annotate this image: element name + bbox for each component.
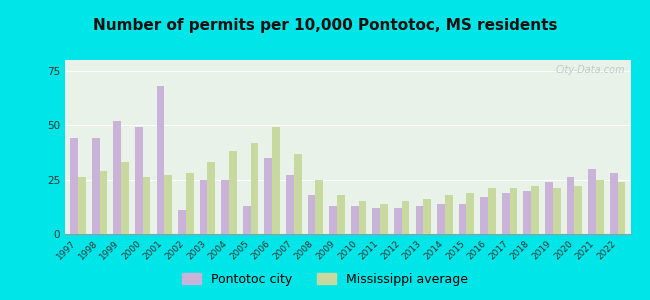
Bar — [99, 171, 107, 234]
Bar — [415, 206, 423, 234]
Bar — [588, 169, 596, 234]
Bar — [307, 195, 315, 234]
Legend: Pontotoc city, Mississippi average: Pontotoc city, Mississippi average — [177, 268, 473, 291]
Bar — [337, 195, 344, 234]
Text: City-Data.com: City-Data.com — [555, 65, 625, 75]
Bar — [157, 86, 164, 234]
Bar — [294, 154, 302, 234]
Bar — [402, 201, 410, 234]
Bar — [445, 195, 452, 234]
Bar — [229, 152, 237, 234]
Bar — [315, 180, 323, 234]
Bar — [502, 193, 510, 234]
Bar — [372, 208, 380, 234]
Bar — [70, 138, 78, 234]
Bar — [243, 206, 251, 234]
Bar — [380, 203, 388, 234]
Bar — [351, 206, 359, 234]
Bar — [113, 121, 121, 234]
Bar — [135, 128, 143, 234]
Bar — [459, 203, 467, 234]
Bar — [437, 203, 445, 234]
Bar — [186, 173, 194, 234]
Bar — [596, 180, 604, 234]
Bar — [394, 208, 402, 234]
Bar — [286, 175, 294, 234]
Bar — [272, 128, 280, 234]
Bar — [200, 180, 207, 234]
Bar — [92, 138, 99, 234]
Bar — [164, 175, 172, 234]
Bar — [251, 143, 259, 234]
Bar — [329, 206, 337, 234]
Bar — [359, 201, 367, 234]
Bar — [265, 158, 272, 234]
Bar — [531, 186, 539, 234]
Bar — [552, 188, 560, 234]
Bar — [610, 173, 617, 234]
Bar — [510, 188, 517, 234]
Bar — [618, 182, 625, 234]
Bar — [488, 188, 496, 234]
Bar — [467, 193, 474, 234]
Bar — [121, 162, 129, 234]
Bar — [207, 162, 215, 234]
Text: Number of permits per 10,000 Pontotoc, MS residents: Number of permits per 10,000 Pontotoc, M… — [93, 18, 557, 33]
Bar — [545, 182, 552, 234]
Bar — [523, 190, 531, 234]
Bar — [143, 177, 150, 234]
Bar — [480, 197, 488, 234]
Bar — [178, 210, 186, 234]
Bar — [567, 177, 575, 234]
Bar — [423, 199, 431, 234]
Bar — [221, 180, 229, 234]
Bar — [78, 177, 86, 234]
Bar — [575, 186, 582, 234]
